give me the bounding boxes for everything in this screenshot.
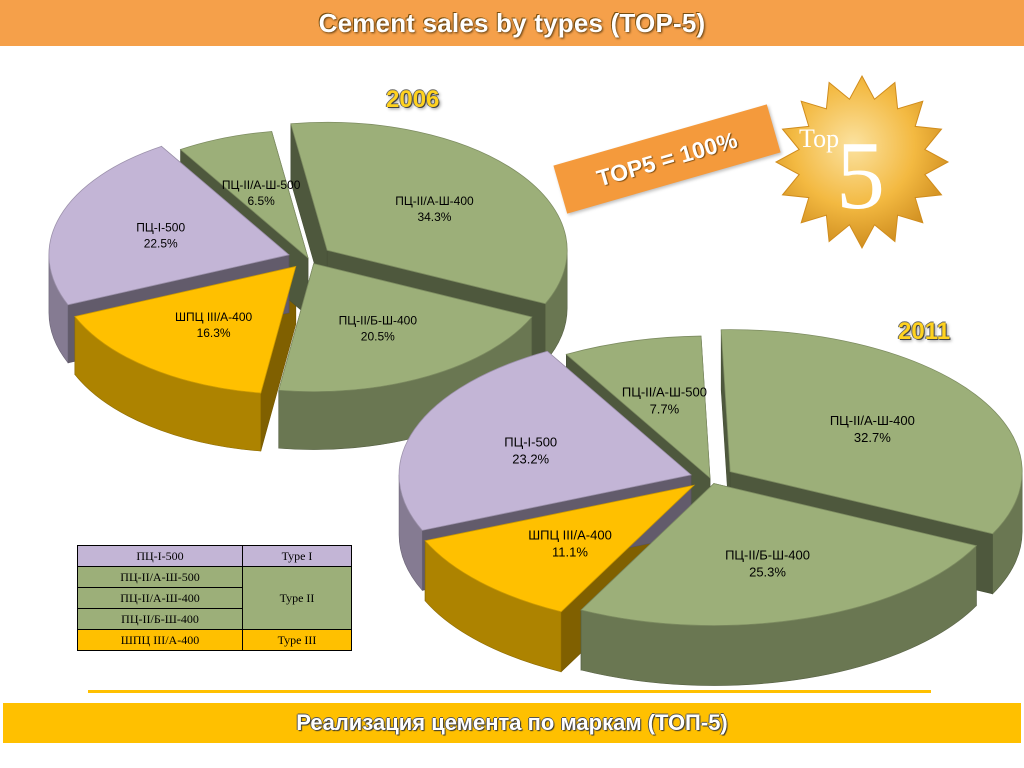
pie-slice--ii-400 xyxy=(720,329,1023,535)
slice-label: ШПЦ III/А-400 xyxy=(175,310,253,324)
chart-title-2011: 2011 xyxy=(898,318,951,345)
pie-slice--i-500 xyxy=(398,350,692,531)
slice-percent-label: 7.7% xyxy=(650,402,680,417)
type-cell: Type I xyxy=(242,545,352,567)
grade-cell: ШПЦ III/А-400 xyxy=(77,629,243,651)
type-legend-table: ПЦ-I-500 Type I ПЦ-II/А-Ш-500 Type II ПЦ… xyxy=(77,545,352,651)
pie-slice--i-500 xyxy=(48,145,290,306)
separator-line xyxy=(88,690,931,693)
logo-top-text: Top xyxy=(799,124,839,153)
slice-percent-label: 22.5% xyxy=(144,236,178,250)
pie-slice--ii-400 xyxy=(278,263,533,393)
table-row: ПЦ-II/А-Ш-500 Type II xyxy=(77,566,352,630)
page-title: Cement sales by types (TOP-5) xyxy=(318,7,706,38)
star-icon xyxy=(774,74,950,250)
slice-label: ШПЦ III/А-400 xyxy=(528,527,612,542)
slice-label: ПЦ-II/А-Ш-500 xyxy=(222,178,301,192)
footer-title: Реализация цемента по маркам (ТОП-5) xyxy=(296,710,728,735)
slice-label: ПЦ-II/А-Ш-500 xyxy=(622,385,707,400)
pie-slice--ii-400 xyxy=(290,121,568,305)
slice-label: ПЦ-II/А-Ш-400 xyxy=(830,413,915,428)
table-row: ПЦ-II/А-Ш-400 xyxy=(77,587,352,609)
type-cell: Type II xyxy=(242,566,352,630)
pie-slice--ii-400 xyxy=(580,483,978,626)
pie-chart-2006: ПЦ-I-500 22.5% ПЦ-II/А-Ш-500 6.5% ПЦ-II/А-Ш-… xyxy=(48,121,568,452)
slice-percent-label: 11.1% xyxy=(552,544,588,559)
slice-label: ПЦ-II/Б-Ш-400 xyxy=(725,548,810,563)
grade-cell: ПЦ-II/А-Ш-400 xyxy=(77,587,243,609)
slice-percent-label: 23.2% xyxy=(512,451,549,466)
pie-slice--iii-400 xyxy=(74,265,297,394)
slice-label: ПЦ-II/А-Ш-400 xyxy=(395,194,474,208)
slice-percent-label: 32.7% xyxy=(854,430,891,445)
grade-cell: ПЦ-II/Б-Ш-400 xyxy=(77,608,243,630)
pie-chart-2011: ПЦ-I-500 23.2% ПЦ-II/А-Ш-500 7.7% ПЦ-II/А-Ш-… xyxy=(398,329,1023,686)
pie-slice--ii-500 xyxy=(179,131,309,260)
grade-cell: ПЦ-II/А-Ш-500 xyxy=(77,566,243,588)
table-row: ШПЦ III/А-400 Type III xyxy=(77,629,352,651)
table-row: ПЦ-I-500 Type I xyxy=(77,545,352,567)
slice-label: ПЦ-II/Б-Ш-400 xyxy=(339,314,418,328)
type-cell: Type III xyxy=(242,629,352,651)
slice-percent-label: 25.3% xyxy=(749,565,786,580)
logo-five-text: 5 xyxy=(836,122,885,230)
slice-percent-label: 6.5% xyxy=(247,194,275,208)
header-banner: Cement sales by types (TOP-5) xyxy=(0,0,1024,46)
slice-label: ПЦ-I-500 xyxy=(504,434,557,449)
slice-label: ПЦ-I-500 xyxy=(136,220,185,234)
pie-slice--iii-400 xyxy=(424,484,696,613)
slice-percent-label: 34.3% xyxy=(417,210,451,224)
footer-banner: Реализация цемента по маркам (ТОП-5) xyxy=(3,703,1021,743)
slice-percent-label: 16.3% xyxy=(197,326,231,340)
chart-title-2006: 2006 xyxy=(386,86,440,113)
grade-cell: ПЦ-I-500 xyxy=(77,545,243,567)
slice-percent-label: 20.5% xyxy=(361,330,395,344)
pie-slice--ii-500 xyxy=(565,335,711,479)
top5-logo: Top 5 xyxy=(774,74,950,250)
